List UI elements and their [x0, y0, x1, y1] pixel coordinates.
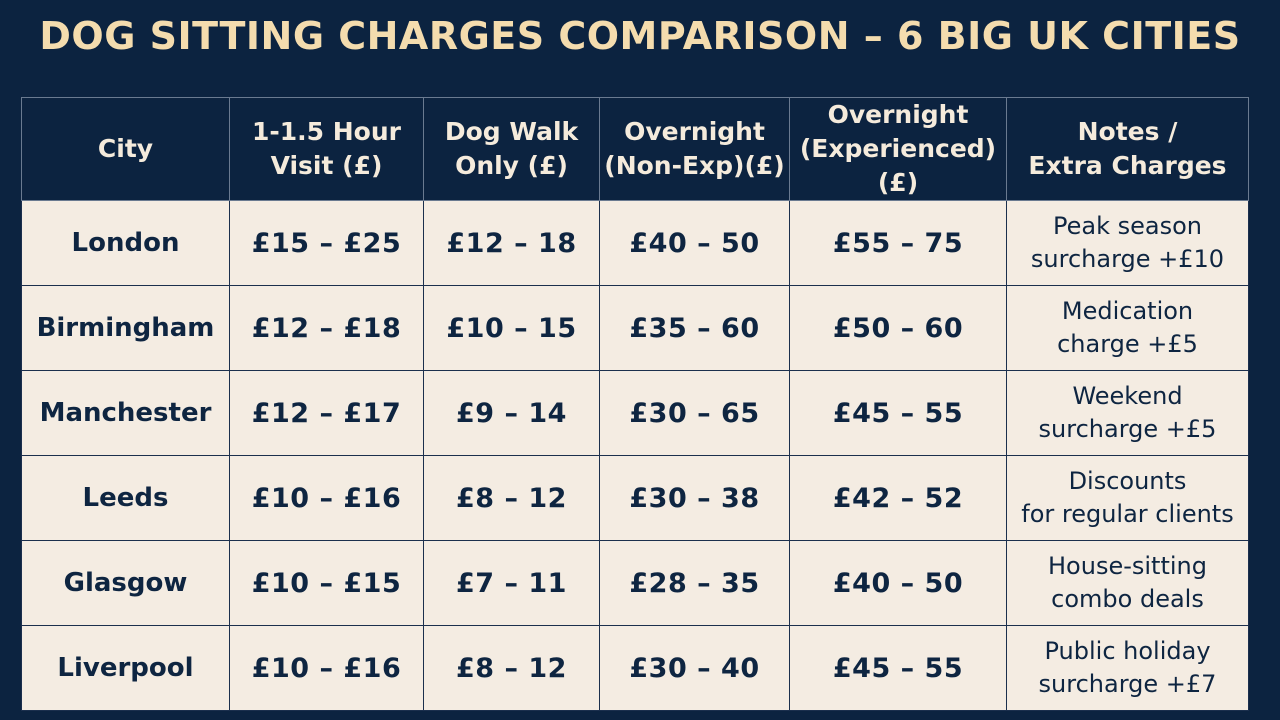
- cell-visit: £10 – £15: [229, 540, 424, 626]
- cell-walk: £7 – 11: [423, 540, 600, 626]
- cell-walk: £12 – 18: [423, 200, 600, 286]
- col-header-line: Only (£): [455, 151, 568, 180]
- col-header-city: City: [21, 97, 230, 201]
- cell-notes: Public holiday surcharge +£7: [1006, 625, 1249, 711]
- cell-visit: £12 – £18: [229, 285, 424, 371]
- cell-visit: £10 – £16: [229, 455, 424, 541]
- cell-city: Glasgow: [21, 540, 230, 626]
- cell-overnight-nonexp: £40 – 50: [599, 200, 790, 286]
- table-row: Liverpool £10 – £16 £8 – 12 £30 – 40 £45…: [21, 625, 1249, 711]
- cell-city: Manchester: [21, 370, 230, 456]
- table-row: London £15 – £25 £12 – 18 £40 – 50 £55 –…: [21, 200, 1249, 286]
- cell-overnight-nonexp: £30 – 65: [599, 370, 790, 456]
- cell-walk: £9 – 14: [423, 370, 600, 456]
- cell-notes: Weekend surcharge +£5: [1006, 370, 1249, 456]
- header-row: City 1-1.5 Hour Visit (£) Dog Walk Only …: [21, 97, 1249, 201]
- page-title: DOG SITTING CHARGES COMPARISON – 6 BIG U…: [39, 14, 1241, 58]
- col-header-line: Dog Walk: [444, 117, 579, 146]
- cell-visit: £15 – £25: [229, 200, 424, 286]
- col-header-line: Extra Charges: [1028, 151, 1227, 180]
- charges-table: City 1-1.5 Hour Visit (£) Dog Walk Only …: [21, 97, 1249, 711]
- col-header-line: Notes /: [1077, 117, 1178, 146]
- col-header-line: Overnight: [827, 100, 969, 129]
- cell-walk: £8 – 12: [423, 455, 600, 541]
- cell-walk: £10 – 15: [423, 285, 600, 371]
- cell-city: Leeds: [21, 455, 230, 541]
- col-header-overnight-exp: Overnight (Experienced)(£): [789, 97, 1007, 201]
- col-header-visit: 1-1.5 Hour Visit (£): [229, 97, 424, 201]
- col-header-line: (Experienced)(£): [799, 134, 997, 197]
- col-header-line: Overnight: [624, 117, 765, 146]
- table-row: Manchester £12 – £17 £9 – 14 £30 – 65 £4…: [21, 370, 1249, 456]
- cell-overnight-exp: £50 – 60: [789, 285, 1007, 371]
- cell-overnight-nonexp: £28 – 35: [599, 540, 790, 626]
- cell-overnight-exp: £55 – 75: [789, 200, 1007, 286]
- cell-overnight-exp: £45 – 55: [789, 625, 1007, 711]
- table-row: Glasgow £10 – £15 £7 – 11 £28 – 35 £40 –…: [21, 540, 1249, 626]
- cell-visit: £12 – £17: [229, 370, 424, 456]
- col-header-line: City: [97, 134, 154, 163]
- col-header-notes: Notes / Extra Charges: [1006, 97, 1249, 201]
- cell-overnight-nonexp: £30 – 40: [599, 625, 790, 711]
- cell-visit: £10 – £16: [229, 625, 424, 711]
- col-header-line: Visit (£): [270, 151, 383, 180]
- col-header-overnight-nonexp: Overnight (Non-Exp)(£): [599, 97, 790, 201]
- cell-city: Liverpool: [21, 625, 230, 711]
- cell-notes: Medication charge +£5: [1006, 285, 1249, 371]
- cell-notes: Peak season surcharge +£10: [1006, 200, 1249, 286]
- cell-overnight-nonexp: £35 – 60: [599, 285, 790, 371]
- cell-overnight-exp: £45 – 55: [789, 370, 1007, 456]
- cell-overnight-exp: £42 – 52: [789, 455, 1007, 541]
- cell-city: London: [21, 200, 230, 286]
- col-header-line: (Non-Exp)(£): [604, 151, 785, 180]
- col-header-walk: Dog Walk Only (£): [423, 97, 600, 201]
- cell-notes: House-sitting combo deals: [1006, 540, 1249, 626]
- cell-overnight-nonexp: £30 – 38: [599, 455, 790, 541]
- col-header-line: 1-1.5 Hour: [252, 117, 401, 146]
- table-row: Leeds £10 – £16 £8 – 12 £30 – 38 £42 – 5…: [21, 455, 1249, 541]
- cell-notes: Discounts for regular clients: [1006, 455, 1249, 541]
- cell-walk: £8 – 12: [423, 625, 600, 711]
- cell-city: Birmingham: [21, 285, 230, 371]
- cell-overnight-exp: £40 – 50: [789, 540, 1007, 626]
- table-row: Birmingham £12 – £18 £10 – 15 £35 – 60 £…: [21, 285, 1249, 371]
